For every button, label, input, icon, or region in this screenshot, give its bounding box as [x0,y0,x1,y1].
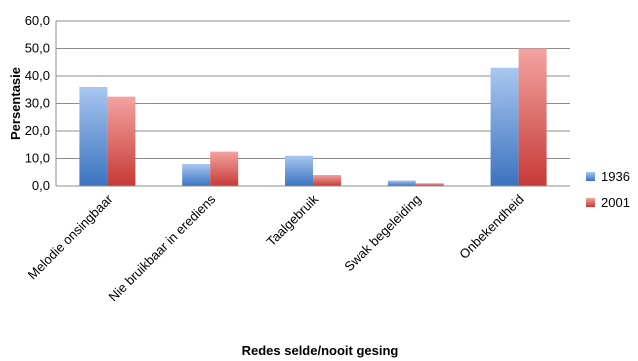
x-axis-title: Redes selde/nooit gesing [242,343,399,358]
y-tick-label: 40,0 [25,68,50,83]
y-tick-label: 50,0 [25,41,50,56]
legend-swatch-1936 [586,172,595,181]
legend-label-2001: 2001 [601,195,630,210]
gridlines [56,20,570,187]
y-axis-tick-labels: 0,0 10,0 20,0 30,0 40,0 50,0 60,0 [25,13,50,193]
bar-1936-2 [285,155,313,186]
y-tick-label: 30,0 [25,96,50,111]
bar-2001-1 [210,151,239,186]
x-category-label: Taalgebruik [263,191,321,249]
legend: 1936 2001 [586,169,630,210]
x-category-label: Nie bruikbaar in erediens [106,191,219,304]
y-tick-label: 60,0 [25,13,50,28]
bar-1936-4 [490,67,519,186]
x-category-label: Swak begeleiding [341,192,424,275]
bar-2001-4 [518,48,547,186]
y-axis-title: Persentasie [8,67,23,140]
bar-2001-2 [313,175,341,186]
bar-2001-3 [415,183,444,186]
y-tick-label: 20,0 [25,123,50,138]
bar-1936-0 [79,87,108,186]
bars [79,48,547,186]
legend-label-1936: 1936 [601,169,630,184]
bar-2001-0 [107,96,136,186]
x-category-label: Melodie onsingbaar [25,191,116,282]
legend-swatch-2001 [586,198,595,207]
y-tick-label: 10,0 [25,151,50,166]
bar-1936-3 [387,180,416,186]
y-tick-label: 0,0 [32,178,50,193]
bar-1936-1 [182,164,211,186]
x-category-label: Onbekendheid [456,192,526,262]
